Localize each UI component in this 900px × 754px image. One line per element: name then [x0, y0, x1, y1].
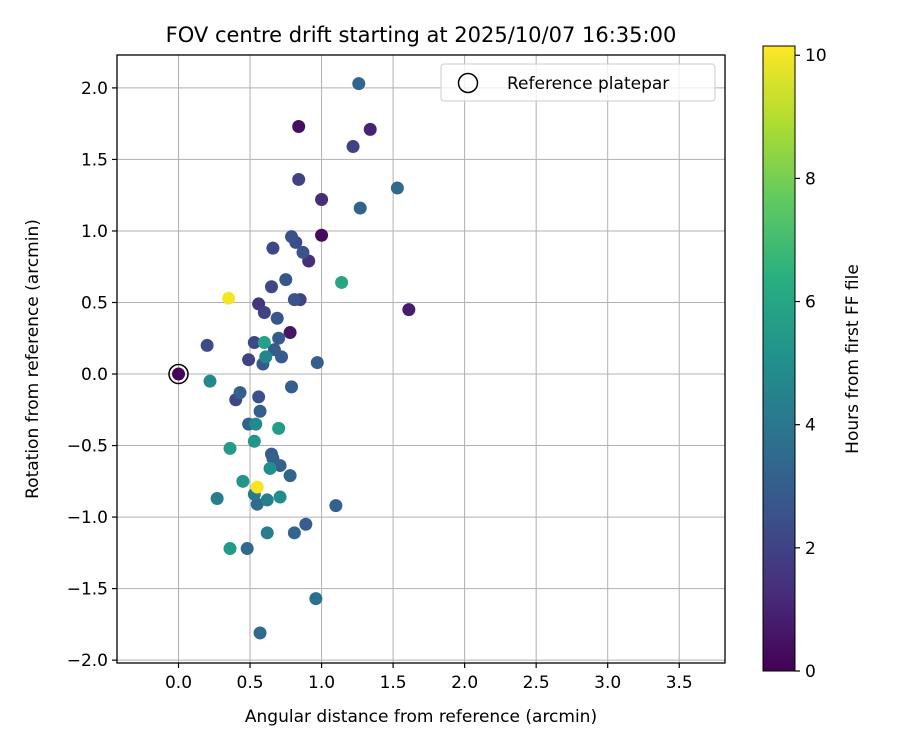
- colorbar-tick-label: 0: [805, 662, 816, 682]
- x-tick-label: 2.5: [523, 673, 550, 693]
- data-point: [260, 526, 274, 540]
- data-point: [253, 404, 267, 418]
- y-axis-ticks: −2.0 −1.5 −1.0 −0.5 0.0 0.5 1.0 1.5 2.0: [67, 79, 117, 671]
- data-point: [252, 390, 266, 404]
- data-point: [242, 353, 256, 367]
- data-point: [352, 77, 366, 91]
- y-tick-label: −1.0: [67, 508, 108, 528]
- y-tick-label: 1.5: [81, 150, 108, 170]
- data-point: [292, 172, 306, 186]
- data-point: [233, 386, 247, 400]
- data-point: [287, 526, 301, 540]
- data-point: [203, 374, 217, 388]
- data-point: [250, 480, 264, 494]
- y-tick-label: −0.5: [67, 437, 108, 457]
- y-tick-label: −1.5: [67, 580, 108, 600]
- data-point: [222, 291, 236, 305]
- data-point: [299, 517, 313, 531]
- y-tick-label: 1.0: [81, 222, 108, 242]
- colorbar-tick-label: 10: [805, 46, 827, 66]
- legend-label: Reference platepar: [507, 74, 669, 94]
- colorbar-gradient: [762, 45, 796, 672]
- data-point: [270, 311, 284, 325]
- data-point: [292, 120, 306, 134]
- data-point: [283, 326, 297, 340]
- data-point: [402, 303, 416, 317]
- y-axis-label: Rotation from reference (arcmin): [23, 219, 43, 499]
- data-point: [249, 417, 263, 431]
- x-axis-label: Angular distance from reference (arcmin): [245, 707, 597, 727]
- x-tick-label: 1.0: [308, 673, 335, 693]
- data-point: [260, 493, 274, 507]
- data-point: [346, 140, 360, 154]
- legend: Reference platepar: [440, 63, 716, 102]
- data-point: [272, 331, 286, 345]
- data-point: [250, 497, 264, 511]
- data-point: [265, 280, 279, 294]
- y-tick-label: 0.0: [81, 365, 108, 385]
- colorbar-tick-label: 6: [805, 293, 816, 313]
- data-point: [257, 336, 271, 350]
- grid-lines: [117, 55, 725, 663]
- data-point: [310, 356, 324, 370]
- data-point: [353, 201, 367, 215]
- data-point: [273, 459, 287, 473]
- data-point: [315, 192, 329, 206]
- data-point: [285, 380, 299, 394]
- x-axis-ticks: 0.0 0.5 1.0 1.5 2.0 2.5 3.0 3.5: [165, 663, 693, 693]
- data-point: [240, 542, 254, 556]
- data-point: [257, 306, 271, 320]
- colorbar-tick-label: 8: [805, 169, 816, 189]
- data-point: [200, 338, 214, 352]
- data-point: [335, 275, 349, 289]
- data-point: [287, 293, 301, 307]
- data-point: [210, 491, 224, 505]
- data-point: [223, 441, 237, 455]
- chart-title: FOV centre drift starting at 2025/10/07 …: [166, 23, 677, 47]
- x-tick-label: 3.0: [594, 673, 621, 693]
- data-point: [266, 241, 280, 255]
- y-tick-label: −2.0: [67, 651, 108, 671]
- data-point: [272, 421, 286, 435]
- data-point: [263, 461, 277, 475]
- data-point: [279, 273, 293, 287]
- colorbar-tick-label: 2: [805, 539, 816, 559]
- colorbar-label: Hours from first FF file: [843, 264, 863, 454]
- reference-marker: [168, 363, 189, 385]
- colorbar: 0 2 4 6 8 10 Hours from first FF file: [762, 45, 863, 682]
- x-tick-label: 0.0: [165, 673, 192, 693]
- data-point: [363, 122, 377, 136]
- y-tick-label: 2.0: [81, 79, 108, 99]
- data-point: [236, 474, 250, 488]
- y-tick-label: 0.5: [81, 293, 108, 313]
- reference-point: [168, 363, 189, 385]
- colorbar-tick-label: 4: [805, 416, 816, 436]
- data-points: [172, 77, 416, 640]
- data-point: [275, 350, 289, 364]
- data-point: [247, 434, 261, 448]
- data-point: [390, 181, 404, 195]
- x-tick-label: 0.5: [237, 673, 264, 693]
- data-point: [315, 228, 329, 242]
- legend-marker: [457, 72, 479, 94]
- x-tick-label: 3.5: [666, 673, 693, 693]
- data-point: [283, 469, 297, 483]
- data-point: [309, 592, 323, 606]
- data-point: [329, 499, 343, 513]
- data-point: [273, 490, 287, 504]
- data-point: [296, 245, 310, 259]
- x-tick-label: 1.5: [380, 673, 407, 693]
- colorbar-ticks: 0 2 4 6 8 10: [795, 46, 827, 682]
- x-tick-label: 2.0: [451, 673, 478, 693]
- data-point: [285, 230, 299, 244]
- data-point: [259, 350, 273, 364]
- plot-frame: [116, 54, 726, 664]
- data-point: [253, 626, 267, 640]
- data-point: [223, 542, 237, 556]
- legend-box: [440, 63, 716, 102]
- data-point: [247, 336, 261, 350]
- data-point: [172, 367, 186, 381]
